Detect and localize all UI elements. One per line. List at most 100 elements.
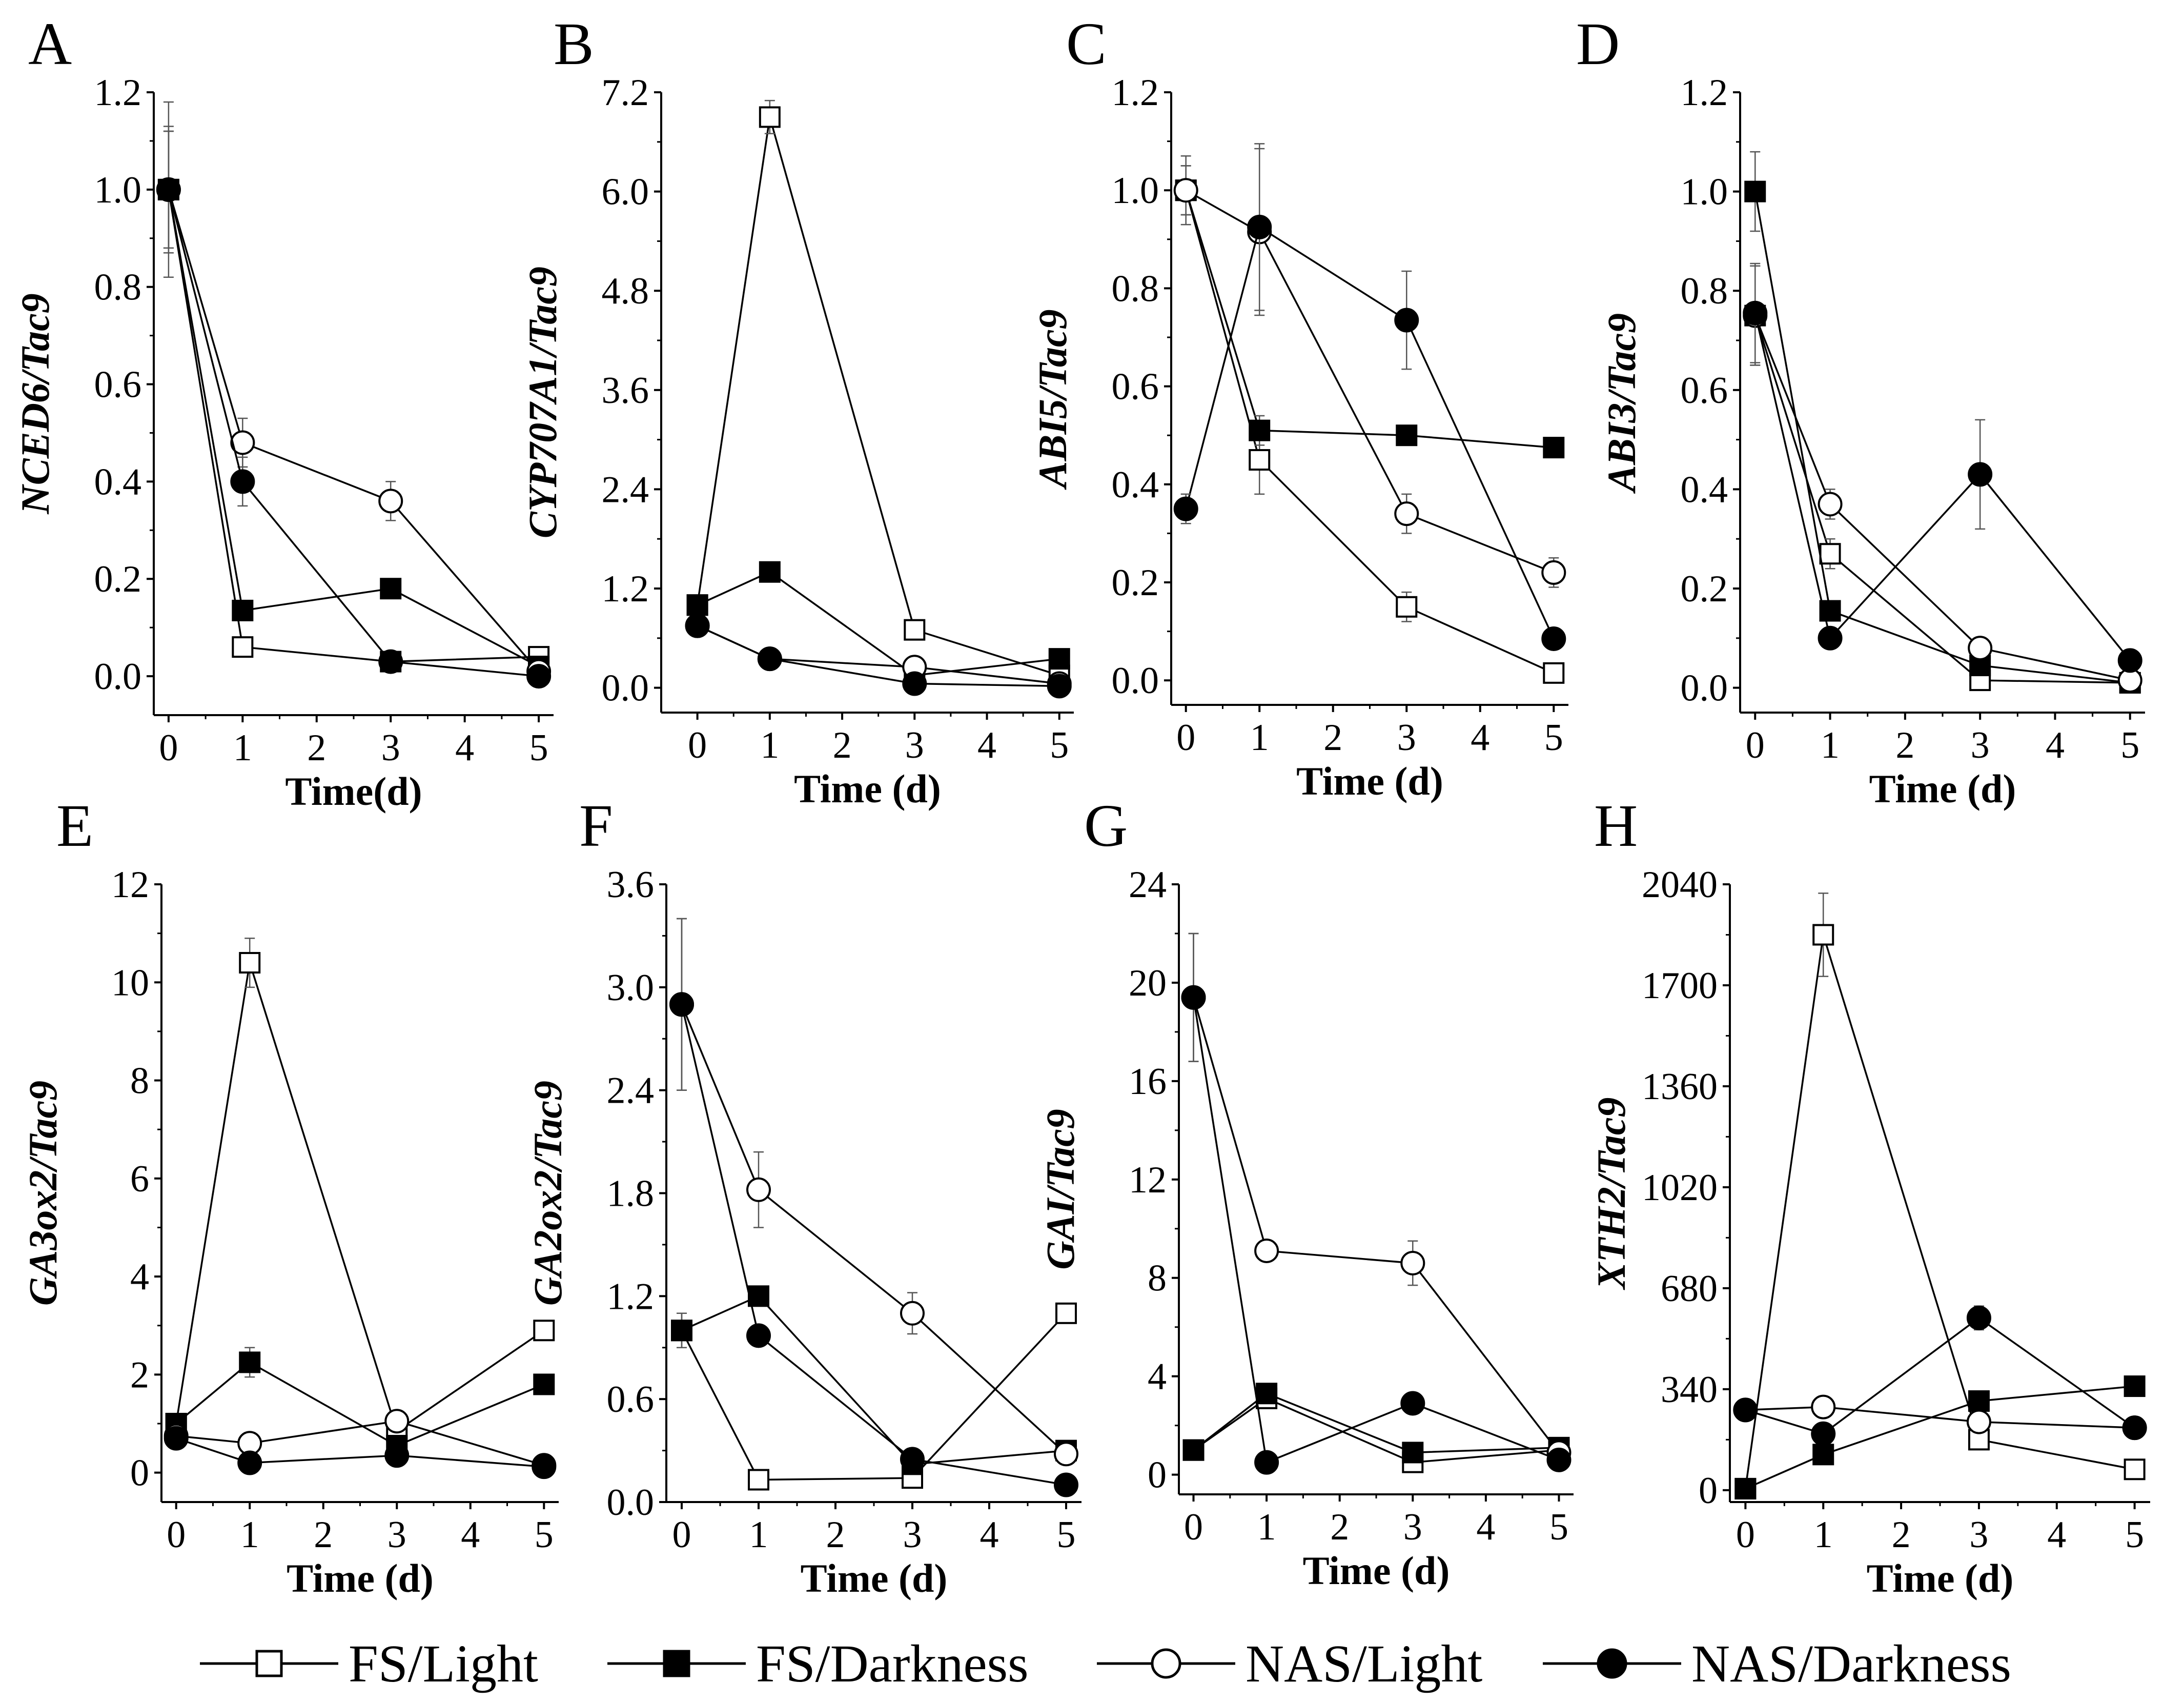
y-tick-label: 2040 [1642, 864, 1718, 906]
series-line [697, 571, 1059, 677]
data-point [1048, 648, 1070, 670]
series-line [168, 189, 539, 677]
data-point [156, 177, 181, 202]
data-point [1812, 924, 1834, 946]
series-line [1754, 191, 2130, 684]
data-point [1541, 560, 1566, 585]
x-tick-label: 5 [2120, 724, 2139, 766]
y-tick-label: 0.0 [607, 1482, 655, 1524]
data-point [686, 594, 708, 616]
series-line [1754, 315, 2130, 684]
x-tick-label: 4 [2046, 724, 2065, 766]
x-tick-label: 3 [1397, 717, 1416, 759]
x-tick-label: 1 [749, 1514, 768, 1556]
x-tick-label: 0 [672, 1514, 691, 1556]
legend-label-nas-light: NAS/Light [1246, 1634, 1482, 1693]
x-tick-label: 0 [688, 724, 707, 766]
y-tick-label: 0.8 [1681, 270, 1728, 312]
series-line [681, 1004, 1067, 1486]
data-point [239, 1351, 261, 1373]
data-point [232, 636, 254, 658]
y-tick-label: 0.0 [602, 667, 649, 709]
panel-h: H 0 340 680 1020 1360 1700 2040 0 1 2 3 4 5 Time (d) XT… [1589, 792, 2150, 1600]
panels: A0.00.20.40.60.81.01.20 1 2 3 4 5Time(d)NCED6… [13, 10, 2150, 1600]
data-point [1247, 214, 1272, 239]
x-axis-title: Time(d) [285, 769, 422, 814]
series-line [1744, 934, 2135, 1489]
x-tick-label: 4 [1471, 717, 1489, 759]
data-point [746, 1177, 771, 1202]
y-tick-label: 1.2 [602, 568, 649, 610]
y-tick-label: 0.4 [1112, 464, 1159, 506]
legend: FS/Light FS/Darkness NAS/Light NAS/Darkn… [200, 1634, 2011, 1693]
x-tick-label: 4 [980, 1514, 999, 1556]
series-fs-light [157, 126, 550, 673]
series-line [697, 625, 1059, 685]
x-tick-label: 0 [1176, 717, 1195, 759]
x-tick-label: 2 [314, 1514, 333, 1556]
data-point [232, 599, 254, 621]
data-point [1543, 437, 1565, 459]
panel-c: C 0.0 0.2 0.4 0.6 0.8 1.0 1.2 0 1 2 3 4 5 Time (d) ABI5… [1030, 10, 1568, 803]
y-tick-label: 0.8 [94, 267, 142, 309]
series-line [176, 1420, 544, 1466]
series-nas-light [1173, 148, 1566, 588]
series-nas-darkness [1743, 262, 2142, 673]
x-tick-label: 3 [1971, 724, 1990, 766]
x-tick-label: 3 [1403, 1506, 1422, 1548]
y-tick-label: 0.6 [1681, 370, 1728, 412]
series-line [681, 1312, 1067, 1481]
data-point [904, 619, 926, 641]
panel-label: B [554, 10, 594, 77]
y-tick-label: 4 [130, 1256, 149, 1298]
x-tick-label: 0 [1736, 1514, 1755, 1556]
data-point [1818, 625, 1843, 651]
x-axis-title: Time (d) [794, 766, 941, 811]
panel-label: E [56, 792, 93, 859]
x-tick-label: 1 [1821, 724, 1840, 766]
x-axis-title: Time (d) [1296, 759, 1443, 803]
y-tick-label: 16 [1129, 1061, 1167, 1103]
series-nas-darkness [669, 918, 1078, 1497]
x-tick-label: 5 [535, 1514, 554, 1556]
series-fs-light [671, 1302, 1077, 1491]
panel-label: F [579, 792, 613, 859]
y-tick-label: 0.0 [1681, 667, 1728, 709]
data-point [669, 992, 694, 1017]
legend-item-fs-light: FS/Light [200, 1634, 538, 1693]
panel-label: A [28, 10, 72, 77]
x-tick-label: 4 [977, 724, 996, 766]
data-point [900, 1301, 925, 1326]
legend-marker-nas-darkness [1597, 1648, 1627, 1679]
y-axis-title: XTH2/Tac9 [1589, 1097, 1634, 1290]
data-point [1968, 1390, 1990, 1412]
y-tick-label: 6.0 [602, 171, 649, 213]
data-point [1812, 1444, 1834, 1466]
data-point [1543, 662, 1565, 684]
legend-marker-fs-darkness [663, 1650, 690, 1677]
data-point [1811, 1421, 1836, 1446]
data-point [164, 1426, 189, 1451]
series-line [1754, 313, 2131, 661]
legend-item-nas-darkness: NAS/Darkness [1543, 1634, 2011, 1693]
data-point [671, 1320, 692, 1342]
y-tick-label: 0.8 [1112, 268, 1159, 310]
series-line [1185, 190, 1554, 449]
series-nas-darkness [685, 613, 1072, 699]
series-fs-light [1175, 165, 1565, 684]
data-point [2117, 648, 2142, 673]
series-line [176, 1437, 544, 1468]
x-tick-label: 5 [1549, 1506, 1568, 1548]
data-point [1968, 462, 1993, 487]
legend-item-nas-light: NAS/Light [1097, 1634, 1482, 1693]
x-tick-label: 2 [1895, 724, 1914, 766]
data-point [1541, 626, 1566, 651]
y-tick-label: 0.0 [1112, 660, 1159, 702]
legend-item-fs-darkness: FS/Darkness [607, 1634, 1029, 1693]
y-tick-label: 0.0 [94, 656, 142, 698]
data-point [1402, 1442, 1424, 1464]
series-fs-light [686, 99, 1070, 686]
y-tick-label: 1.2 [1681, 72, 1728, 114]
data-point [1181, 985, 1206, 1010]
